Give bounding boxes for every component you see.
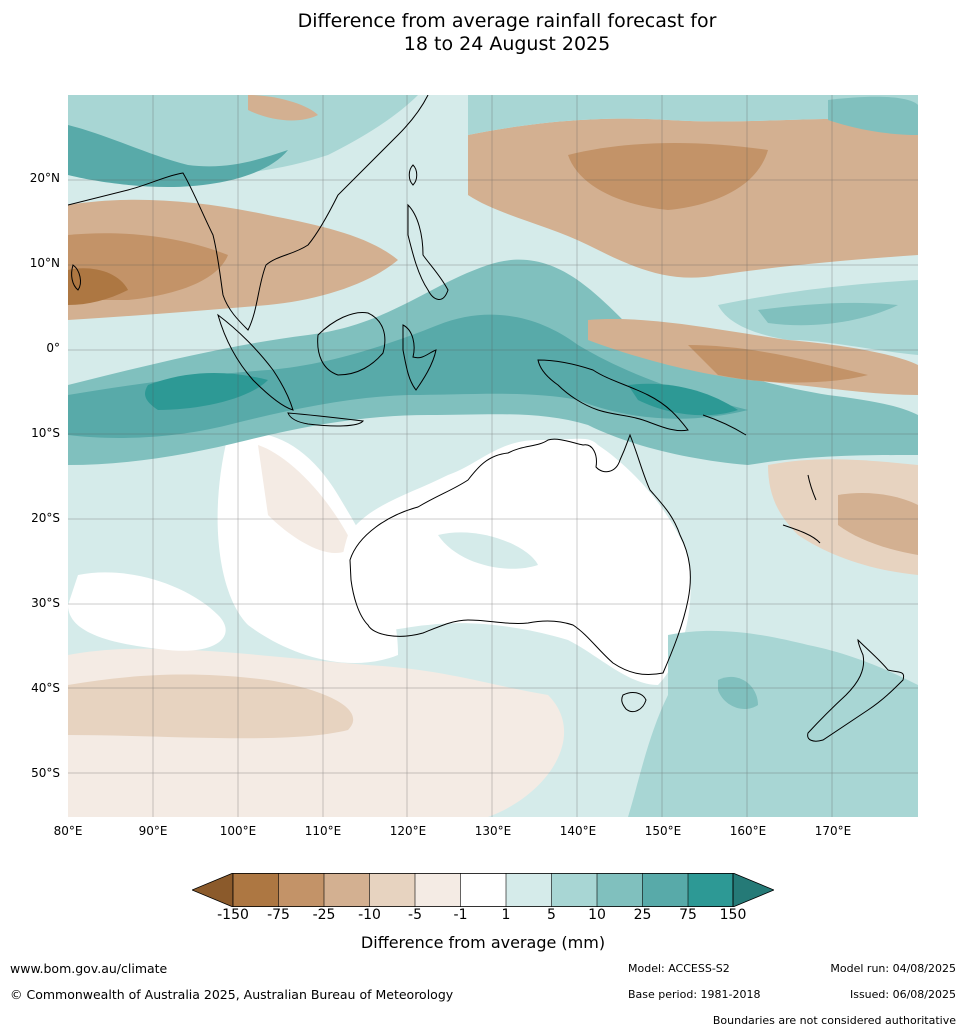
anomaly-dry-sw-pacific-core	[838, 493, 918, 555]
anomaly-south-dry-core	[68, 674, 354, 739]
new-caledonia-coastline	[782, 524, 821, 544]
new-guinea-coastline	[537, 359, 689, 432]
colorbar-tick-label: 5	[547, 907, 556, 923]
philippines-coastline	[407, 203, 449, 300]
colorbar-bin-8	[551, 873, 597, 907]
colorbar-tick-label: -10	[358, 907, 381, 923]
anomaly-wet-central	[438, 532, 538, 569]
anomaly-wet-pacific-core	[758, 302, 898, 326]
colorbar-bin-11	[688, 873, 733, 907]
lat-label-20n: 20°N	[29, 171, 60, 185]
colorbar-tick-label: 1	[501, 907, 511, 923]
colorbar-tick-label: 10	[588, 907, 606, 923]
colorbar-tick-label: -5	[408, 907, 422, 923]
colorbar-tick-label: -75	[267, 907, 290, 923]
disclaimer-text: Boundaries are not considered authoritat…	[712, 1014, 956, 1027]
lon-label-140e: 140°E	[559, 824, 597, 838]
anomaly-dry-west-pacific-core	[568, 143, 768, 210]
anomaly-dry-strong-west	[68, 268, 128, 305]
colorbar-dividers	[278, 873, 689, 907]
lon-label-120e: 120°E	[389, 824, 427, 838]
map-grid	[68, 95, 918, 817]
sri-lanka-coastline	[71, 264, 81, 291]
map-title: Difference from average rainfall forecas…	[0, 10, 965, 56]
colorbar-bin-1	[233, 873, 279, 907]
lon-label-150e: 150°E	[644, 824, 682, 838]
colorbar-extend-high	[732, 873, 774, 907]
colorbar-tick-label: -150	[217, 907, 249, 923]
lat-label-30s: 30°S	[31, 596, 60, 610]
anomaly-wet-core-indian	[145, 373, 268, 410]
lon-label-80e: 80°E	[53, 824, 83, 838]
coastlines	[68, 95, 905, 742]
anomaly-wet-south-asia-core	[68, 125, 288, 187]
lon-label-100e: 100°E	[219, 824, 257, 838]
anomaly-wet-north-pacific	[468, 95, 918, 135]
lon-label-160e: 160°E	[729, 824, 767, 838]
rainfall-map	[68, 95, 918, 817]
anomaly-dry-west	[258, 445, 353, 554]
colorbar-extend-low	[192, 873, 234, 907]
lat-label-20s: 20°S	[31, 511, 60, 525]
model-run-text: Model run: 04/08/2025	[830, 962, 956, 975]
anomaly-wet-tasman-core	[718, 676, 758, 710]
anomaly-wet-core-coral	[628, 383, 738, 416]
anomaly-wet-tasman	[628, 630, 918, 817]
colorbar-tick-label: 25	[633, 907, 652, 923]
model-text: Model: ACCESS-S2	[628, 962, 730, 975]
map-title-line1: Difference from average rainfall forecas…	[297, 10, 717, 32]
asia-coastline	[68, 95, 429, 331]
map-canvas	[68, 95, 918, 817]
colorbar-tick-label: -1	[453, 907, 468, 923]
sulawesi-coastline	[402, 324, 437, 391]
colorbar	[192, 873, 774, 907]
colorbar-bin-2	[278, 873, 324, 907]
anomaly-dry-tibet	[248, 95, 318, 121]
lon-label-90e: 90°E	[138, 824, 168, 838]
australia-coastline	[349, 433, 691, 676]
base-period-text: Base period: 1981-2018	[628, 988, 761, 1001]
colorbar-outline	[232, 873, 734, 907]
lat-label-40s: 40°S	[31, 681, 60, 695]
borneo-coastline	[317, 311, 386, 376]
lon-label-110e: 110°E	[304, 824, 342, 838]
colorbar-title: Difference from average (mm)	[360, 933, 606, 952]
anomaly-dry-equatorial-core	[688, 345, 868, 383]
colorbar-bin-10	[642, 873, 688, 907]
issued-text: Issued: 06/08/2025	[849, 988, 956, 1001]
tasmania-coastline	[621, 692, 647, 713]
vanuatu-coastline	[807, 474, 817, 501]
copyright-text: © Commonwealth of Australia 2025, Austra…	[10, 987, 454, 1002]
colorbar-bin-7	[506, 873, 552, 907]
colorbar-bin-4	[369, 873, 415, 907]
colorbar-bin-9	[597, 873, 643, 907]
website-link[interactable]: www.bom.gov.au/climate	[10, 961, 168, 976]
lat-label-10s: 10°S	[31, 426, 60, 440]
lat-label-10n: 10°N	[29, 256, 60, 270]
anomaly-neutral-sw	[68, 572, 226, 651]
colorbar-bin-3	[324, 873, 370, 907]
sumatra-coastline	[217, 313, 294, 411]
taiwan-coastline	[408, 164, 418, 186]
map-title-line2: 18 to 24 August 2025	[403, 33, 611, 55]
colorbar-tick-label: 75	[679, 907, 697, 923]
colorbar-tick-label: 150	[719, 907, 747, 923]
colorbar-bin-5	[415, 873, 461, 907]
new-zealand-coastline	[807, 638, 905, 742]
colorbar-bin-6	[460, 873, 506, 907]
solomon-islands-coastline	[702, 414, 747, 436]
anomaly-wet-north-pacific-core	[828, 96, 918, 135]
lon-label-130e: 130°E	[474, 824, 512, 838]
lon-label-170e: 170°E	[814, 824, 852, 838]
lat-label-0: 0°	[46, 341, 60, 355]
lat-label-50s: 50°S	[31, 766, 60, 780]
colorbar-tick-label: -25	[312, 907, 336, 923]
java-coastline	[287, 412, 364, 427]
